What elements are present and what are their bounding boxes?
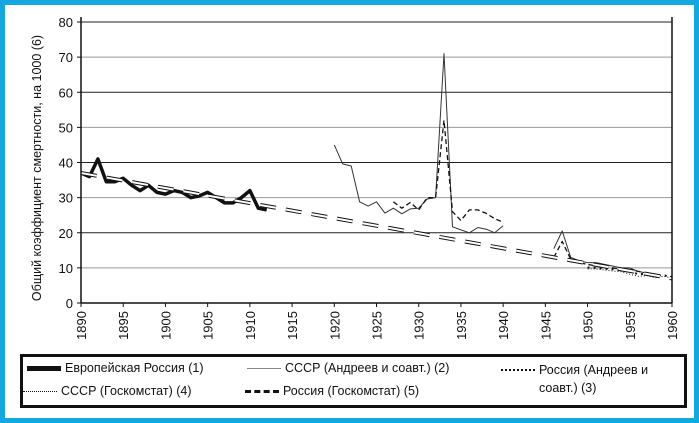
y-tick-label: 20	[59, 226, 73, 241]
y-tick-label: 60	[59, 85, 73, 100]
x-tick-label: 1935	[454, 311, 469, 340]
series-line-4	[587, 268, 673, 279]
x-tick-label: 1895	[116, 311, 131, 340]
x-tick-label: 1940	[496, 311, 511, 340]
legend-label: Россия (Госкомстат) (5)	[283, 384, 420, 398]
x-tick-label: 1920	[327, 311, 342, 340]
legend-item-4: СССР (Госкомстат) (4)	[23, 384, 192, 398]
legend-item-3: Россия (Андреев и соавт.) (3)	[501, 361, 679, 397]
y-tick-label: 50	[59, 120, 73, 135]
x-tick-label: 1960	[665, 311, 680, 340]
x-tick-label: 1955	[623, 311, 638, 340]
y-tick-label: 40	[59, 156, 73, 171]
legend-swatch-thin	[247, 367, 281, 369]
y-tick-label: 0	[66, 296, 73, 311]
x-tick-label: 1925	[370, 311, 385, 340]
x-tick-label: 1890	[74, 311, 89, 340]
trend-line-inner	[80, 172, 673, 280]
x-tick-label: 1910	[243, 311, 258, 340]
x-tick-label: 1950	[581, 311, 596, 340]
legend-label: Россия (Андреев и соавт.) (3)	[539, 363, 649, 395]
y-tick-label: 30	[59, 191, 73, 206]
legend-label: Европейская Россия (1)	[65, 361, 204, 375]
y-axis-label: Общий коэффициент смертности, на 1000 (6…	[30, 35, 44, 301]
x-tick-label: 1930	[412, 311, 427, 340]
y-tick-label: 10	[59, 261, 73, 276]
y-tick-label: 80	[59, 15, 73, 30]
legend-swatch-star-dashed	[245, 389, 279, 393]
x-tick-label: 1915	[285, 311, 300, 340]
x-tick-label: 1945	[538, 311, 553, 340]
legend-label: СССР (Андреев и соавт.) (2)	[285, 361, 450, 375]
legend-label: СССР (Госкомстат) (4)	[61, 384, 192, 398]
legend-item-2: СССР (Андреев и соавт.) (2)	[247, 361, 449, 375]
legend-swatch-thick	[27, 365, 61, 371]
y-tick-label: 70	[59, 50, 73, 65]
legend-swatch-dotted	[501, 369, 535, 371]
line-chart: 0 10 20 30 40 50 60 70 80 1890 1895 1900 1905 1910 191…	[30, 15, 680, 340]
x-tick-label: 1905	[201, 311, 216, 340]
legend: Европейская Россия (1) СССР (Андреев и с…	[20, 354, 687, 408]
legend-item-5: Россия (Госкомстат) (5)	[245, 384, 419, 398]
legend-swatch-fine-dotted	[23, 390, 57, 392]
legend-item-1: Европейская Россия (1)	[27, 361, 204, 375]
series-line-2	[333, 53, 656, 276]
x-tick-label: 1900	[158, 311, 173, 340]
